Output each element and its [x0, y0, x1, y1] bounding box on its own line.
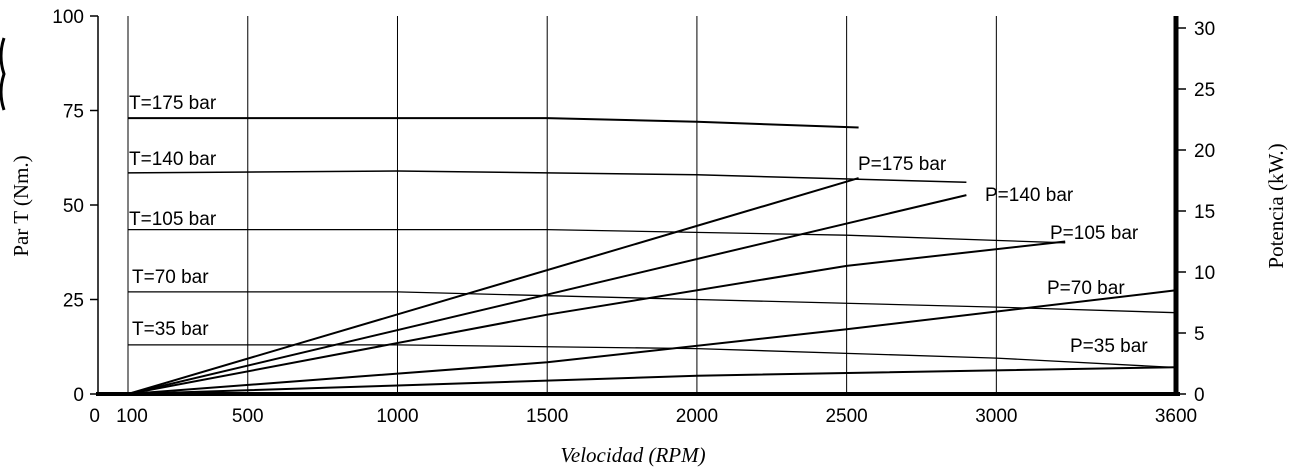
x-tick-label: 3600	[1155, 406, 1197, 427]
series-line	[127, 240, 1066, 395]
series-label: P=105 bar	[1050, 223, 1139, 244]
series-label: T=70 bar	[132, 267, 209, 288]
y-right-tick-label: 10	[1194, 263, 1215, 284]
y-axis-title-right: Potencia (kW.)	[1264, 143, 1288, 268]
edge-decoration-icon	[0, 37, 6, 111]
x-tick-label: 1500	[526, 406, 568, 427]
y-left-tick-label: 50	[63, 196, 84, 217]
y-left-tick-label: 25	[63, 291, 84, 312]
y-right-tick-label: 15	[1194, 202, 1215, 223]
y-left-tick-label: 0	[73, 385, 84, 406]
axes	[90, 15, 1186, 396]
x-tick-label: 100	[116, 406, 148, 427]
y-left-tick-label: 100	[52, 7, 84, 28]
series-label: P=140 bar	[985, 185, 1074, 206]
series-labels: T=175 bar T=140 bar T=105 bar T=70 bar T=35 …	[129, 93, 1148, 357]
y-left-tick-label: 75	[63, 102, 84, 123]
x-tick-label: 1000	[376, 406, 418, 427]
series-label: T=140 bar	[129, 149, 217, 170]
x-tick-label: 2500	[825, 406, 867, 427]
series-line	[128, 344, 1177, 369]
grid	[127, 16, 997, 394]
series-line	[127, 366, 1177, 395]
x-tick-label: 500	[232, 406, 264, 427]
series-label: P=70 bar	[1047, 278, 1125, 299]
series-line	[128, 291, 1177, 314]
y-axis-title-left: Par T (Nm.)	[9, 155, 33, 256]
y-right-tick-label: 5	[1194, 324, 1205, 345]
series-label: P=35 bar	[1070, 336, 1148, 357]
series-line	[127, 289, 1177, 395]
y-right-tick-label: 25	[1194, 80, 1215, 101]
x-axis-title: Velocidad (RPM)	[560, 443, 705, 467]
x-tick-label: 0	[89, 406, 100, 427]
y-right-tick-label: 20	[1194, 141, 1215, 162]
series-label: T=35 bar	[132, 319, 209, 340]
series-line	[128, 117, 859, 129]
series-line	[127, 170, 967, 184]
y-right-tick-label: 30	[1194, 19, 1215, 40]
series-line	[128, 228, 1066, 244]
series-label: T=175 bar	[129, 93, 217, 114]
series-label: T=105 bar	[129, 209, 217, 230]
series-lines	[127, 117, 1177, 395]
x-tick-label: 3000	[975, 406, 1017, 427]
x-tick-label: 2000	[676, 406, 718, 427]
series-line	[127, 194, 967, 395]
y-right-tick-label: 0	[1194, 385, 1205, 406]
series-line	[127, 177, 859, 395]
series-label: P=175 bar	[858, 154, 947, 175]
